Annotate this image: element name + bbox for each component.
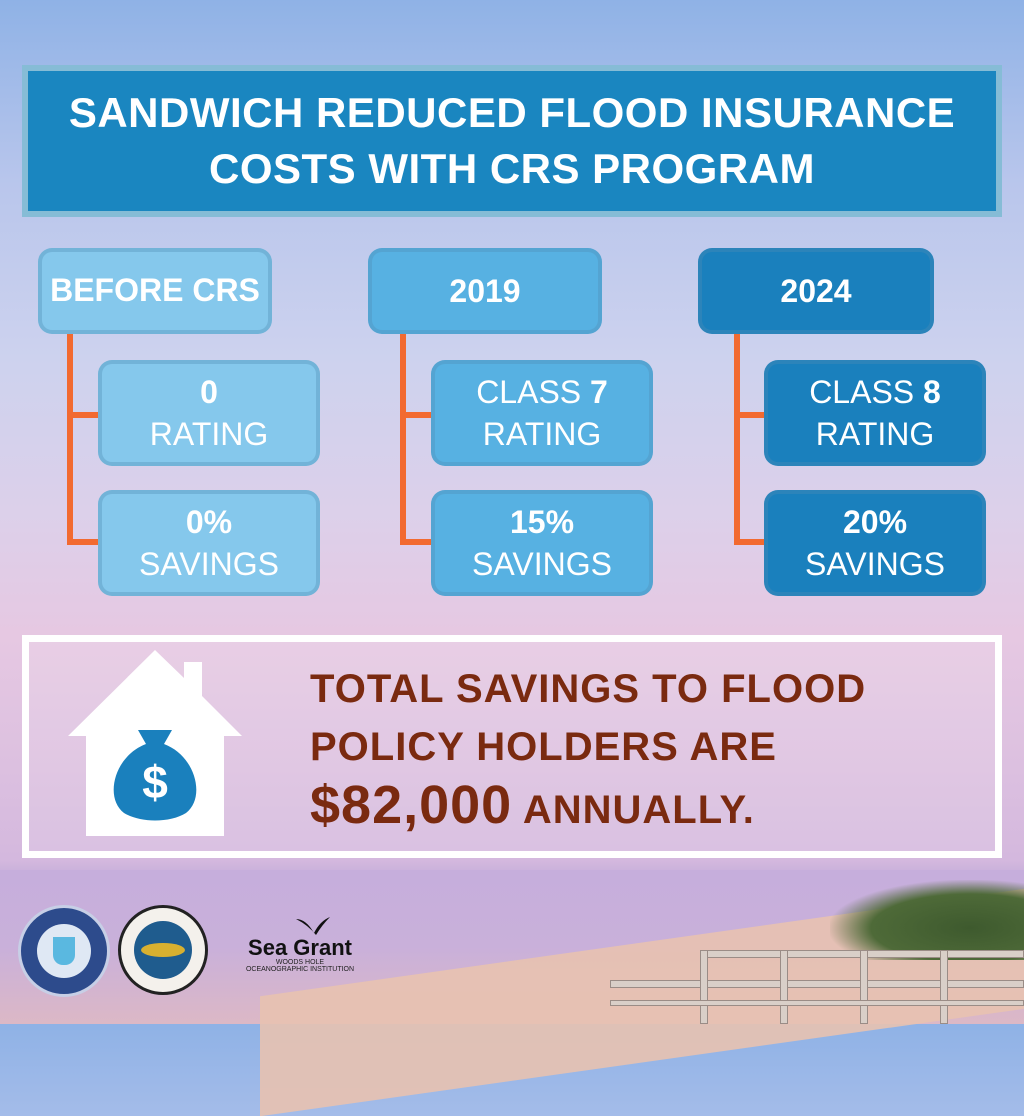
connector-line — [400, 539, 433, 545]
savings-label: SAVINGS — [805, 546, 945, 582]
total-line-2: POLICY HOLDERS ARE — [310, 725, 777, 769]
rating-label: RATING — [482, 416, 602, 452]
savings-box: 0% SAVINGS — [98, 490, 320, 596]
total-line-1: TOTAL SAVINGS TO FLOOD — [310, 667, 867, 711]
rating-value: 7 — [590, 374, 608, 410]
rating-box: 0 RATING — [98, 360, 320, 466]
town-of-sandwich-seal — [18, 905, 110, 997]
rating-box: CLASS 8 RATING — [764, 360, 986, 466]
header-label: 2024 — [780, 272, 852, 309]
column-header-2019: 2019 — [368, 248, 602, 334]
savings-value: 20% — [842, 504, 908, 540]
savings-box: 20% SAVINGS — [764, 490, 986, 596]
connector-line — [734, 412, 767, 418]
savings-value: 0% — [185, 504, 233, 540]
boardwalk-deck — [600, 940, 1024, 1024]
dune-vegetation — [830, 880, 1024, 960]
connector-line — [400, 412, 433, 418]
connector-line — [67, 539, 100, 545]
header-label: BEFORE CRS — [50, 272, 260, 308]
sea-grant-sub2: OCEANOGRAPHIC INSTITUTION — [245, 966, 355, 973]
rating-label: RATING — [149, 416, 269, 452]
savings-box: 15% SAVINGS — [431, 490, 653, 596]
title-line-1: SANDWICH REDUCED FLOOD INSURANCE — [68, 89, 956, 136]
total-suffix: ANNUALLY. — [512, 788, 755, 832]
svg-text:$: $ — [142, 756, 168, 808]
county-of-barnstable-seal — [118, 905, 208, 995]
total-amount: $82,000 — [310, 775, 513, 835]
connector-line — [734, 334, 740, 544]
header-label: 2019 — [449, 272, 521, 309]
bird-icon — [296, 917, 330, 935]
rating-prefix: CLASS — [809, 374, 924, 410]
sea-grant-title: Sea Grant — [248, 935, 352, 960]
rating-label: RATING — [815, 416, 935, 452]
connector-line — [67, 334, 73, 544]
savings-label: SAVINGS — [472, 546, 612, 582]
title-line-2: COSTS WITH CRS PROGRAM — [209, 145, 815, 192]
rating-value: 0 — [200, 374, 218, 410]
connector-line — [734, 539, 767, 545]
total-savings-text: TOTAL SAVINGS TO FLOOD POLICY HOLDERS AR… — [310, 660, 866, 839]
sea-grant-logo: Sea Grant WOODS HOLE OCEANOGRAPHIC INSTI… — [240, 915, 360, 973]
column-header-2024: 2024 — [698, 248, 934, 334]
column-header-before-crs: BEFORE CRS — [38, 248, 272, 334]
house-money-bag-icon: $ — [68, 650, 242, 836]
connector-line — [67, 412, 100, 418]
savings-value: 15% — [509, 504, 575, 540]
savings-label: SAVINGS — [139, 546, 279, 582]
sea-grant-sub1: WOODS HOLE — [275, 959, 325, 966]
rating-box: CLASS 7 RATING — [431, 360, 653, 466]
rating-value: 8 — [923, 374, 941, 410]
connector-line — [400, 334, 406, 544]
rating-prefix: CLASS — [476, 374, 591, 410]
title-banner: SANDWICH REDUCED FLOOD INSURANCE COSTS W… — [22, 65, 1002, 217]
